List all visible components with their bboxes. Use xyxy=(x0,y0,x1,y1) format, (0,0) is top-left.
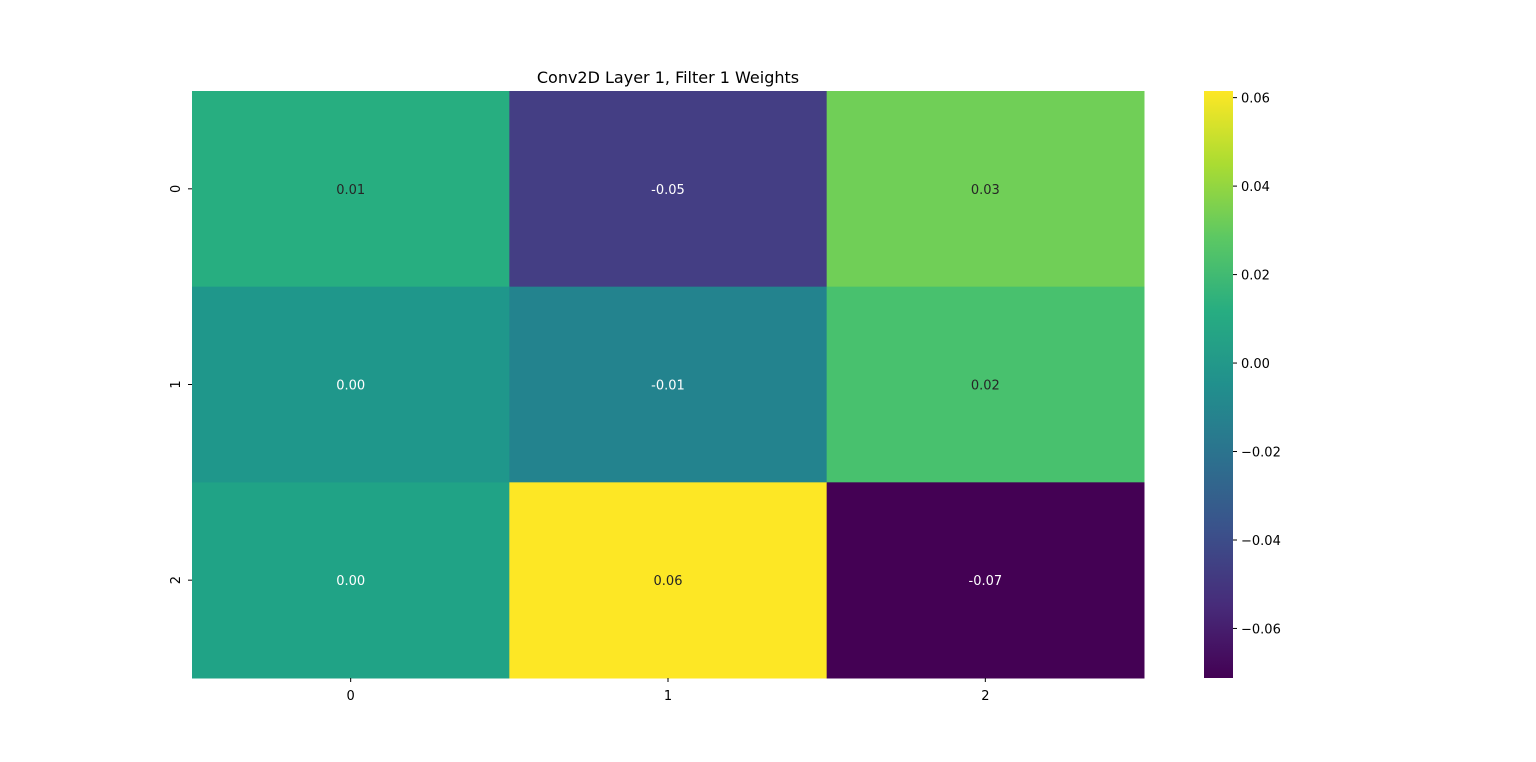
colorbar: 0.06 0.04 0.02 0.00 −0.02 −0.04 −0.06 xyxy=(1204,91,1281,678)
x-axis: 0 1 2 xyxy=(347,678,989,704)
y-axis: 0 1 2 xyxy=(169,185,192,584)
x-tick-label: 0 xyxy=(347,689,355,704)
heatmap-cell xyxy=(509,91,828,288)
heatmap-cell xyxy=(192,286,510,483)
colorbar-tick-label: 0.00 xyxy=(1241,357,1270,372)
colorbar-gradient xyxy=(1204,91,1233,678)
y-tick-label: 2 xyxy=(169,576,184,584)
heatmap-cell xyxy=(826,91,1145,288)
heatmap-cell xyxy=(192,91,510,288)
colorbar-tick-label: −0.04 xyxy=(1241,534,1281,549)
chart-title: Conv2D Layer 1, Filter 1 Weights xyxy=(537,68,799,87)
cell-value-label: 0.03 xyxy=(971,183,1000,198)
colorbar-tick-label: 0.02 xyxy=(1241,269,1270,284)
x-tick-label: 2 xyxy=(981,689,989,704)
colorbar-tick-label: 0.06 xyxy=(1241,92,1270,107)
colorbar-tick-label: 0.04 xyxy=(1241,180,1270,195)
colorbar-ticks: 0.06 0.04 0.02 0.00 −0.02 −0.04 −0.06 xyxy=(1233,92,1281,637)
cell-value-label: 0.06 xyxy=(654,574,683,589)
colorbar-tick-label: −0.06 xyxy=(1241,622,1281,637)
colorbar-tick-label: −0.02 xyxy=(1241,446,1281,461)
y-tick-label: 0 xyxy=(169,185,184,193)
heatmap-cell xyxy=(192,482,510,679)
heatmap-cell xyxy=(509,482,828,679)
x-tick-label: 1 xyxy=(664,689,672,704)
heatmap-cell xyxy=(509,286,828,483)
cell-value-label: 0.01 xyxy=(336,183,365,198)
heatmap-cell xyxy=(826,286,1145,483)
cell-value-label: 0.00 xyxy=(336,574,365,589)
cell-value-label: 0.00 xyxy=(336,379,365,394)
cell-value-label: -0.05 xyxy=(651,183,685,198)
cell-value-label: 0.02 xyxy=(971,379,1000,394)
cell-value-label: -0.01 xyxy=(651,379,685,394)
y-tick-label: 1 xyxy=(169,380,184,388)
heatmap-cell xyxy=(826,482,1145,679)
cell-value-label: -0.07 xyxy=(969,574,1003,589)
heatmap-cells: 0.01 -0.05 0.03 0.00 -0.01 0.02 0.00 0.06 -0.07 xyxy=(192,91,1145,679)
